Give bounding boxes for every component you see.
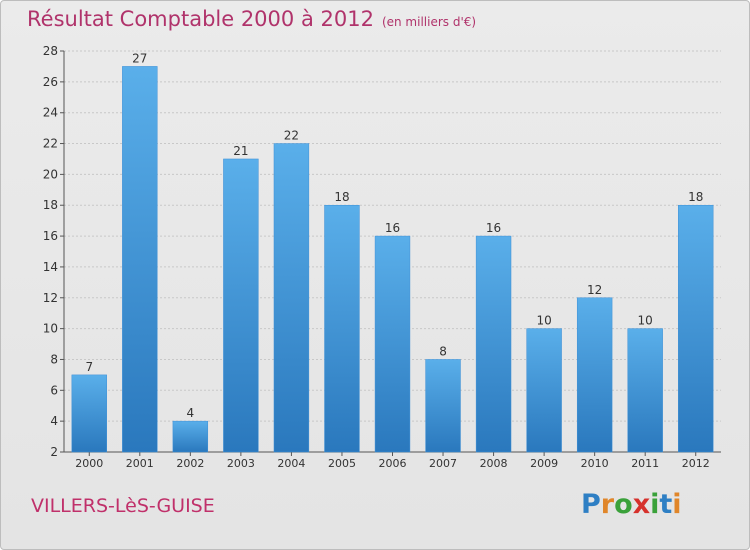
y-tick-label: 4 [50, 414, 58, 428]
city-name: VILLERS-LèS-GUISE [31, 495, 215, 517]
y-tick-label: 8 [50, 352, 58, 366]
data-label: 10 [638, 314, 653, 328]
y-tick-label: 22 [43, 137, 58, 151]
logo-letter: o [614, 489, 633, 520]
y-tick-label: 26 [43, 75, 58, 89]
y-tick-label: 2 [50, 445, 58, 459]
y-tick-label: 14 [43, 260, 58, 274]
x-tick-label: 2010 [581, 457, 609, 470]
x-tick-label: 2007 [429, 457, 457, 470]
y-tick-label: 24 [43, 106, 58, 120]
labels: 2468101214161820222426287200027200142002… [43, 44, 710, 470]
y-tick-label: 20 [43, 167, 58, 181]
logo-letter: r [600, 489, 615, 520]
bar [627, 328, 663, 453]
bar [576, 297, 613, 453]
x-tick-label: 2002 [176, 457, 204, 470]
data-label: 7 [85, 360, 93, 374]
bar [172, 420, 209, 453]
logo-letter: i [650, 489, 660, 520]
chart-subtitle: (en milliers d'€) [381, 15, 477, 29]
bar [71, 374, 107, 453]
logo-letter: P [581, 489, 601, 520]
data-label: 27 [132, 51, 147, 65]
bar [526, 328, 562, 453]
x-tick-label: 2006 [379, 457, 407, 470]
bar [678, 204, 714, 453]
data-label: 18 [334, 190, 349, 204]
data-label: 10 [536, 314, 551, 328]
data-label: 22 [284, 129, 299, 143]
logo-letter: t [659, 489, 673, 520]
y-tick-label: 16 [43, 229, 58, 243]
x-tick-label: 2012 [682, 457, 710, 470]
data-label: 16 [385, 221, 400, 235]
data-label: 4 [187, 406, 195, 420]
data-label: 18 [688, 190, 703, 204]
chart-title-text: Résultat Comptable 2000 à 2012 [27, 7, 374, 31]
x-tick-label: 2000 [75, 457, 103, 470]
data-label: 12 [587, 283, 602, 297]
logo-letter: x [632, 489, 651, 520]
y-tick-label: 6 [50, 383, 58, 397]
bar [324, 204, 360, 453]
y-tick-label: 12 [43, 291, 58, 305]
x-tick-label: 2001 [126, 457, 154, 470]
bar [374, 235, 411, 453]
bar [425, 359, 461, 453]
y-tick-label: 18 [43, 198, 58, 212]
y-tick-label: 28 [43, 44, 58, 58]
x-tick-label: 2005 [328, 457, 356, 470]
chart-title: Résultat Comptable 2000 à 2012 (en millie… [27, 7, 476, 31]
data-label: 21 [233, 144, 248, 158]
x-tick-label: 2003 [227, 457, 255, 470]
bar [475, 235, 512, 453]
x-tick-label: 2011 [631, 457, 659, 470]
x-tick-label: 2008 [480, 457, 508, 470]
bar [273, 143, 310, 453]
data-label: 8 [439, 344, 447, 358]
x-tick-label: 2009 [530, 457, 558, 470]
logo-letter: i [672, 489, 682, 520]
bar [122, 66, 158, 453]
bar [223, 158, 259, 453]
proxiti-logo: Proxiti [581, 489, 682, 520]
bars [71, 66, 714, 453]
data-label: 16 [486, 221, 501, 235]
y-tick-label: 10 [43, 322, 58, 336]
x-tick-label: 2004 [277, 457, 305, 470]
